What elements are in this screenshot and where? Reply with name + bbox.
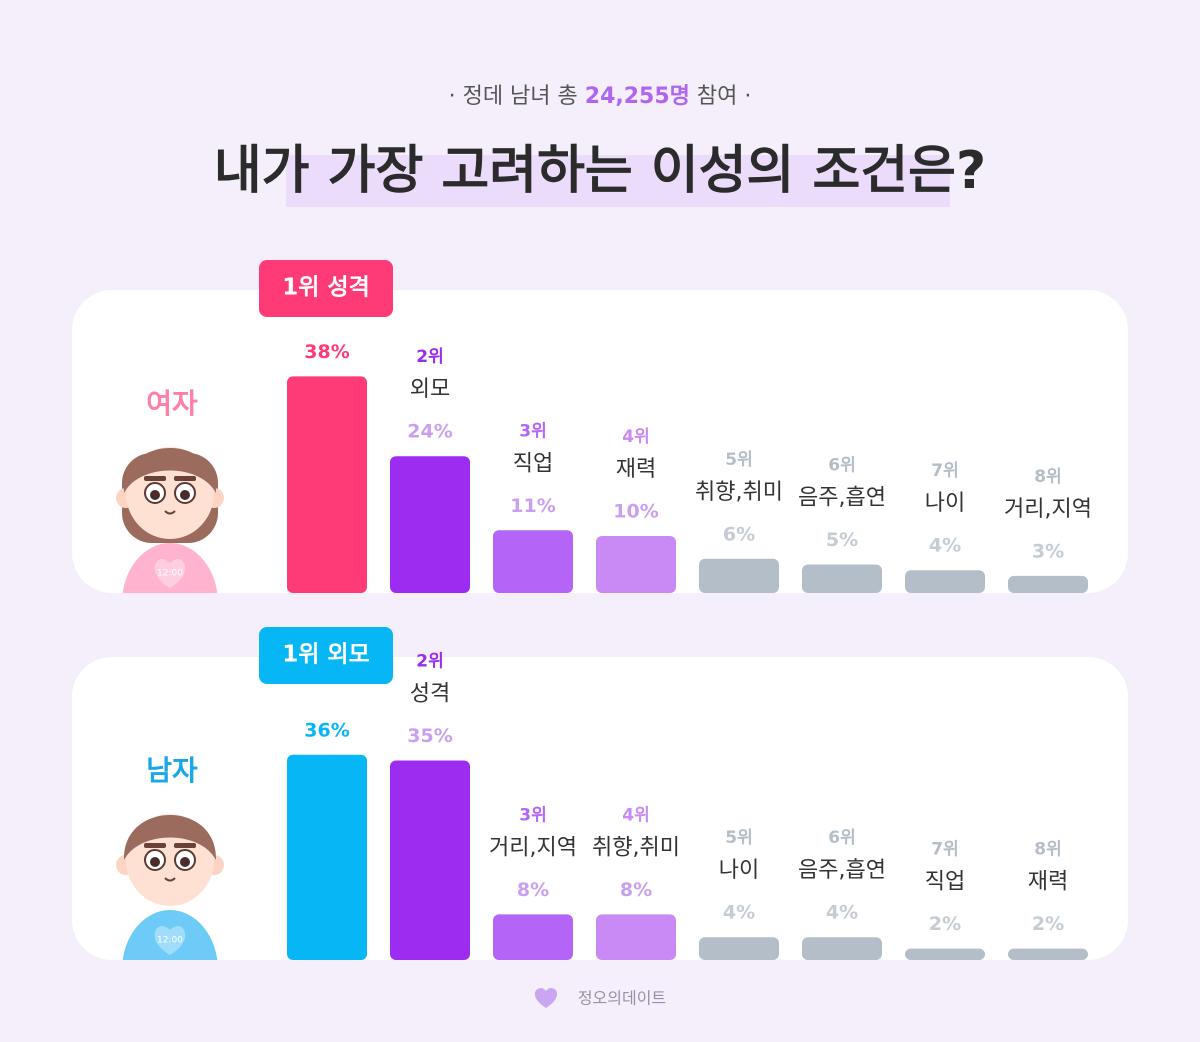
value-label: 8% — [517, 879, 549, 901]
value-label: 2% — [929, 913, 961, 935]
brow — [174, 476, 196, 481]
bar — [390, 456, 470, 593]
pupil — [180, 857, 190, 867]
pupil — [150, 490, 160, 500]
value-label: 3% — [1032, 540, 1064, 562]
bar — [493, 530, 573, 593]
category-label: 나이 — [719, 858, 759, 883]
category-label: 직업 — [925, 870, 965, 895]
brow — [174, 843, 196, 848]
bar — [596, 536, 676, 593]
gender-label: 남자 — [146, 754, 198, 787]
title: 내가 가장 고려하는 이성의 조건은? — [214, 141, 986, 201]
value-label: 11% — [510, 495, 555, 517]
rank-label: 5위 — [725, 828, 752, 848]
category-label: 취향,취미 — [695, 480, 783, 505]
hair — [123, 448, 217, 493]
subtitle-start: · 정데 남녀 총 — [449, 84, 578, 109]
rank-label: 4위 — [622, 427, 649, 447]
character: 12:00 — [116, 814, 224, 960]
panel — [72, 657, 1128, 960]
brow — [144, 476, 166, 481]
bar — [1008, 948, 1088, 960]
value-label: 4% — [826, 902, 858, 924]
rank-label: 6위 — [828, 828, 855, 848]
bar — [905, 948, 985, 960]
rank-label: 4위 — [622, 805, 649, 825]
value-label: 2% — [1032, 913, 1064, 935]
bar — [287, 754, 367, 960]
bar — [802, 937, 882, 960]
bar — [699, 558, 779, 593]
bar — [493, 914, 573, 960]
footer: 정오의데이트 — [578, 989, 666, 1008]
subtitle-highlight: 24,255명 — [585, 84, 690, 109]
category-label: 음주,흡연 — [798, 486, 886, 511]
badge — [259, 260, 393, 317]
rank-label: 8위 — [1034, 467, 1061, 487]
value-label: 35% — [407, 725, 452, 747]
rank-label: 3위 — [519, 805, 546, 825]
icon-label: 12:00 — [157, 936, 183, 946]
pupil — [150, 857, 160, 867]
rank-label: 2위 — [416, 347, 443, 367]
bar — [596, 914, 676, 960]
badge-label: 1위 외모 — [282, 642, 370, 668]
bar — [1008, 575, 1088, 593]
value-label: 10% — [613, 501, 658, 523]
rank-label: 5위 — [725, 450, 752, 470]
shirt — [122, 543, 218, 593]
rank-label: 3위 — [519, 421, 546, 441]
value-label: 38% — [304, 341, 349, 363]
title-highlight — [286, 155, 950, 207]
category-label: 재력 — [616, 457, 656, 482]
category-label: 음주,흡연 — [798, 858, 886, 883]
mouth — [164, 510, 176, 515]
bar — [802, 564, 882, 593]
value-label: 6% — [723, 523, 755, 545]
bar — [905, 570, 985, 593]
bar — [390, 760, 470, 960]
badge — [259, 627, 393, 684]
brow — [144, 843, 166, 848]
rank-label: 2위 — [416, 652, 443, 672]
category-label: 거리,지역 — [1004, 497, 1092, 522]
subtitle-end: 참여 · — [697, 84, 751, 109]
shirt — [122, 910, 218, 960]
category-label: 거리,지역 — [489, 835, 577, 860]
category-label: 외모 — [410, 377, 450, 402]
value-label: 24% — [407, 421, 452, 443]
icon-label: 12:00 — [157, 569, 183, 579]
footer-logo — [534, 988, 558, 1008]
value-label: 8% — [620, 879, 652, 901]
pupil — [180, 490, 190, 500]
category-label: 직업 — [513, 451, 553, 476]
category-label: 취향,취미 — [592, 835, 680, 860]
mouth — [164, 877, 176, 882]
gender-label: 여자 — [146, 387, 198, 420]
shirt-heart — [154, 559, 186, 588]
value-label: 4% — [929, 535, 961, 557]
value-label: 5% — [826, 529, 858, 551]
character: 12:00 — [116, 447, 224, 593]
category-label: 재력 — [1028, 870, 1068, 895]
category-label: 성격 — [410, 682, 450, 707]
value-label: 4% — [723, 902, 755, 924]
badge-label: 1위 성격 — [282, 275, 370, 301]
rank-label: 7위 — [931, 840, 958, 860]
category-label: 나이 — [925, 491, 965, 516]
subtitle: · 정데 남녀 총 24,255명 참여 · — [449, 84, 752, 109]
rank-label: 6위 — [828, 456, 855, 476]
bar — [287, 376, 367, 593]
rank-label: 7위 — [931, 461, 958, 481]
shirt-heart — [154, 926, 186, 955]
rank-label: 8위 — [1034, 840, 1061, 860]
bar — [699, 937, 779, 960]
hair — [123, 815, 217, 860]
value-label: 36% — [304, 719, 349, 741]
